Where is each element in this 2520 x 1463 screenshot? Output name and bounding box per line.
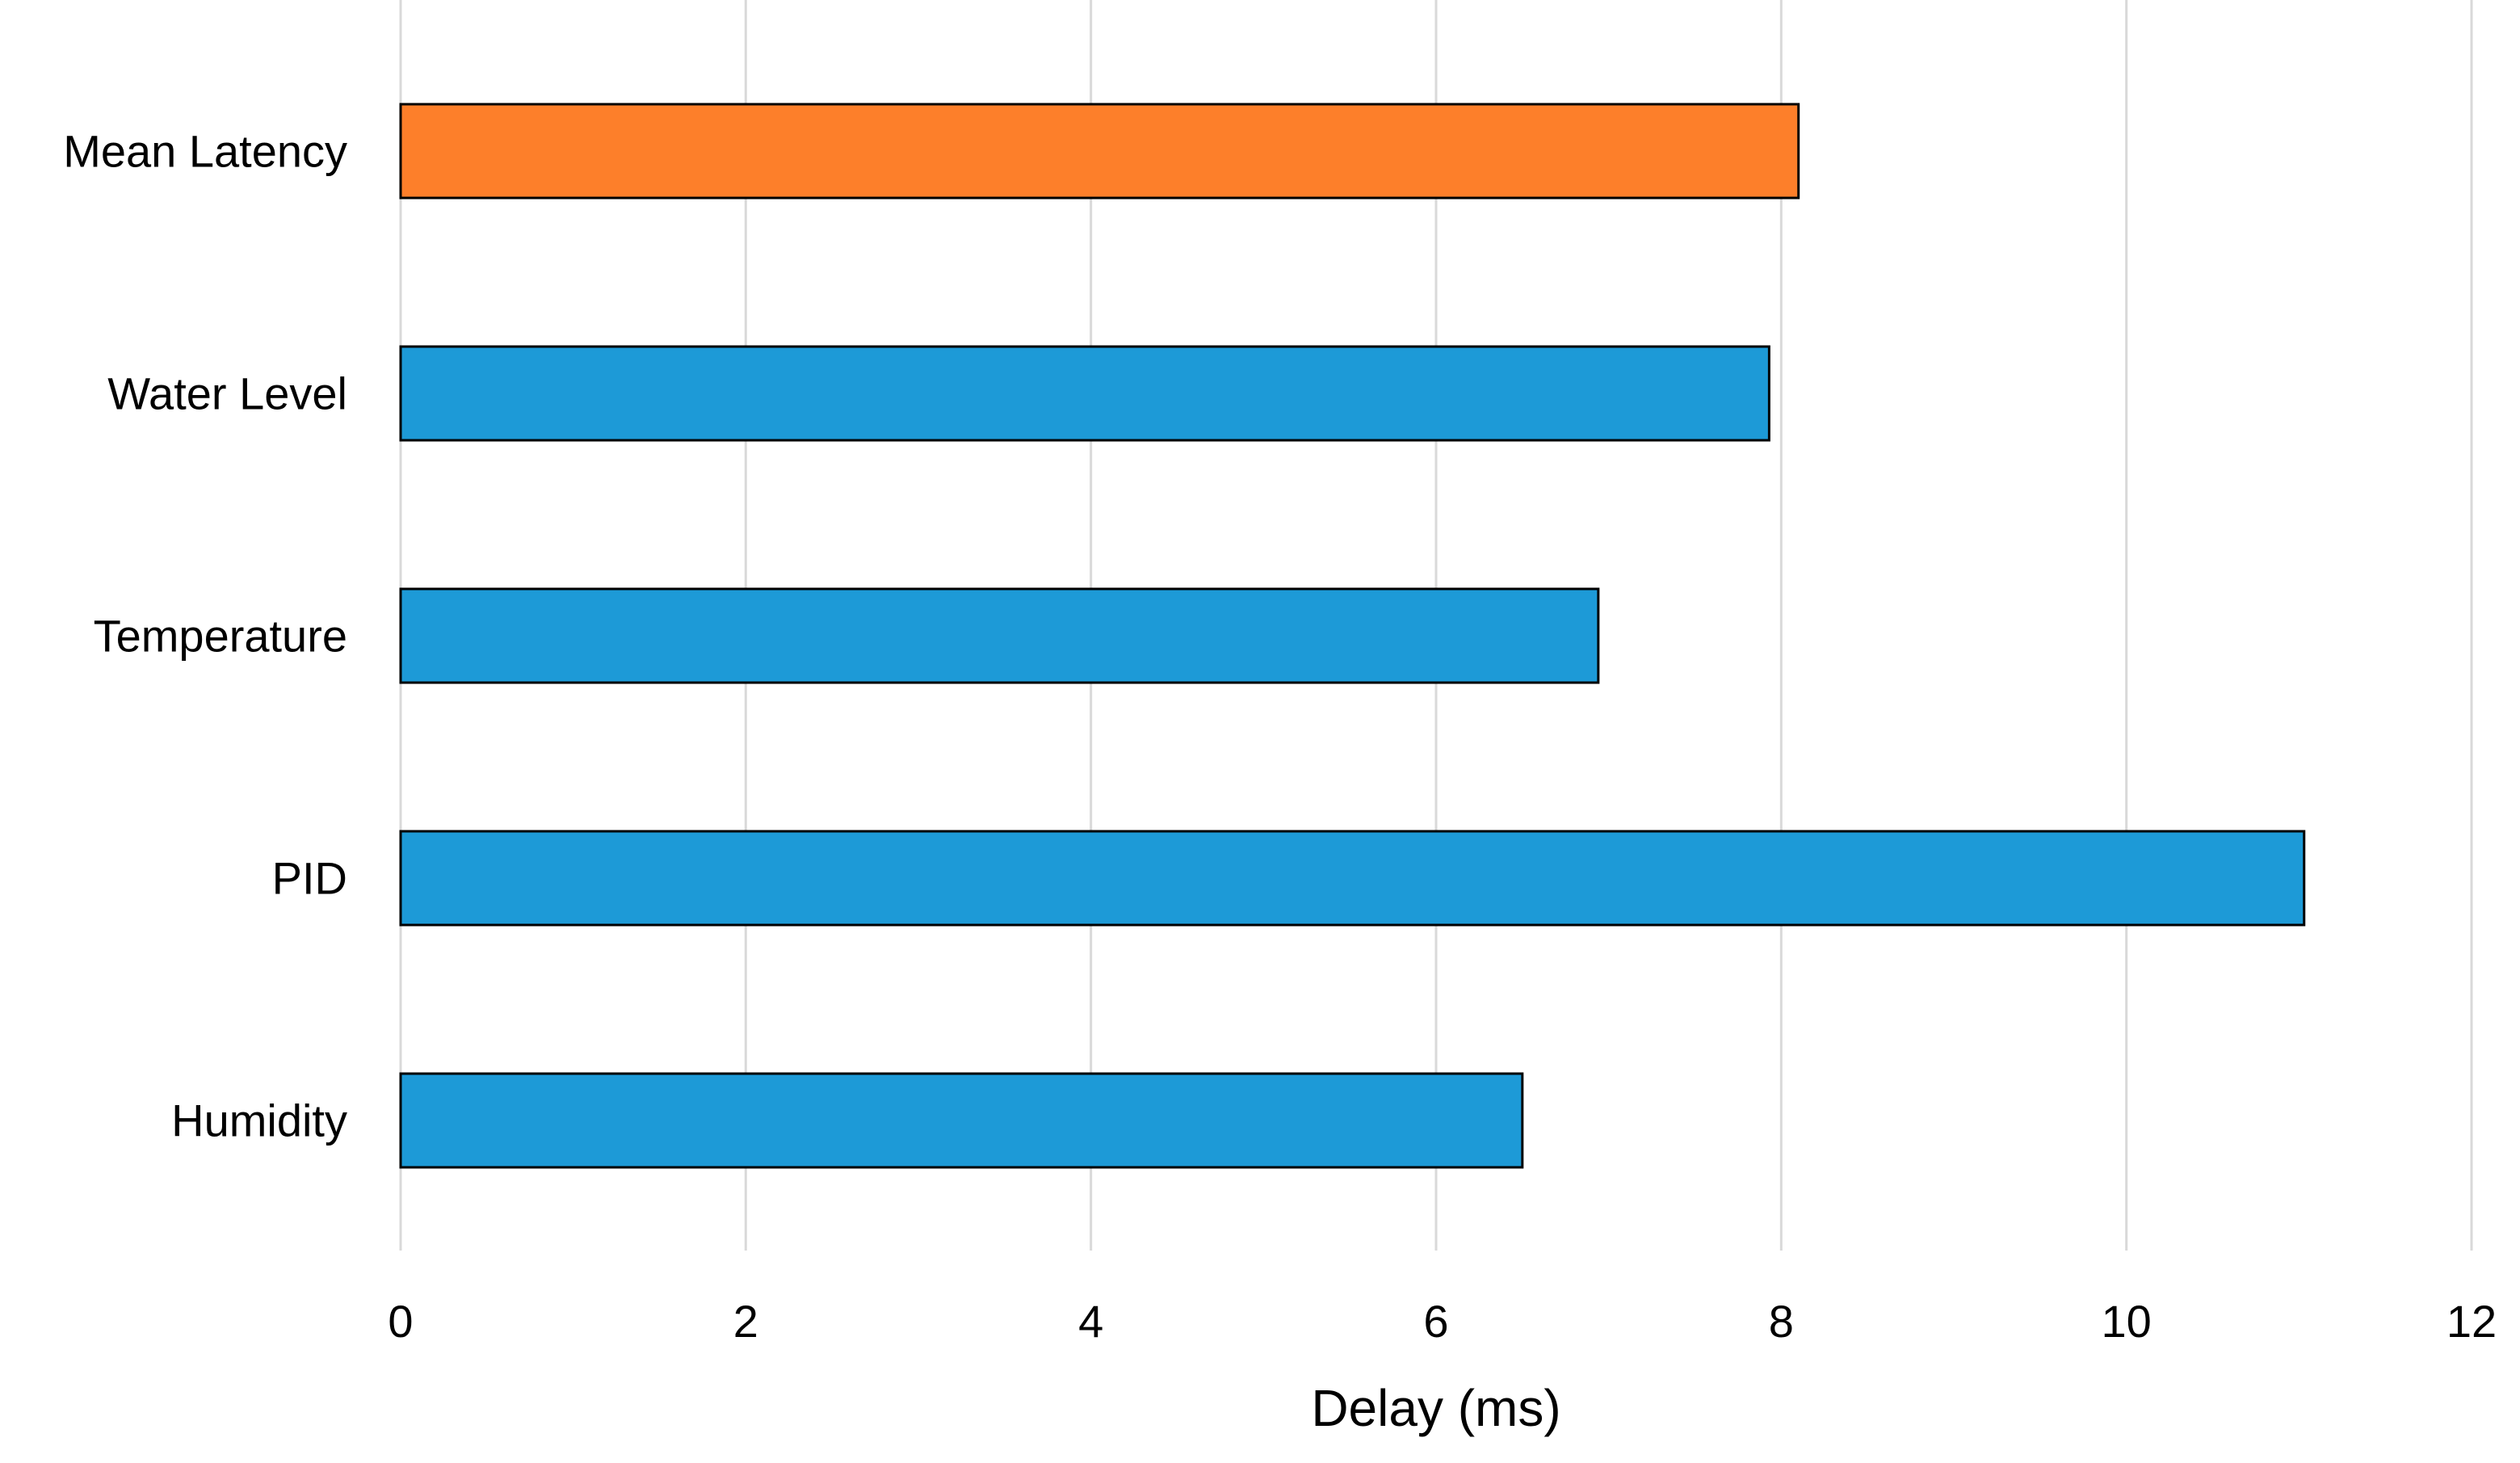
category-label: PID [272, 853, 347, 904]
category-label: Water Level [107, 368, 347, 419]
bar-water-level [399, 345, 1770, 442]
x-axis-title: Delay (ms) [1311, 1379, 1560, 1437]
x-tick-label: 10 [2102, 1296, 2152, 1347]
x-tick-labels: 0 2 4 6 8 10 12 [388, 1296, 2497, 1347]
category-label: Temperature [94, 611, 347, 662]
bar-humidity [399, 1072, 1524, 1169]
category-label: Mean Latency [63, 126, 347, 177]
category-labels: Mean Latency Water Level Temperature PID Hum… [63, 126, 347, 1146]
x-tick-label: 6 [1423, 1296, 1448, 1347]
x-tick-label: 8 [1769, 1296, 1794, 1347]
bar-temperature [399, 587, 1600, 684]
x-tick-label: 0 [388, 1296, 413, 1347]
bar-layer [399, 103, 2306, 1169]
bar-pid [399, 830, 2306, 927]
x-tick-label: 12 [2446, 1296, 2497, 1347]
bar-mean-latency [399, 103, 1800, 200]
category-label: Humidity [171, 1095, 347, 1146]
x-tick-label: 2 [733, 1296, 758, 1347]
x-tick-label: 4 [1078, 1296, 1103, 1347]
